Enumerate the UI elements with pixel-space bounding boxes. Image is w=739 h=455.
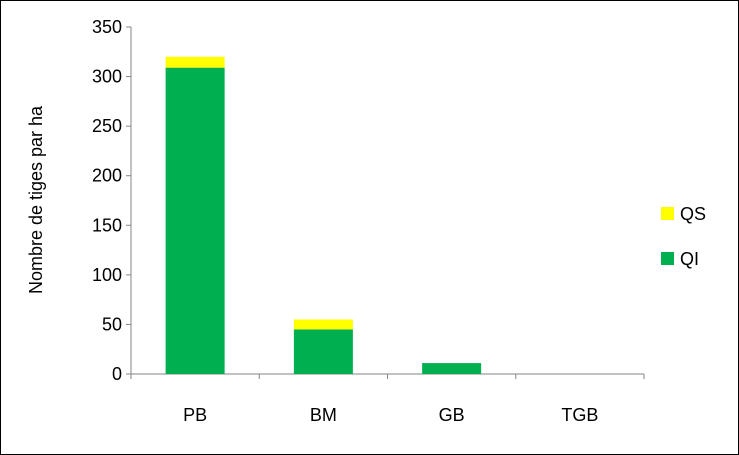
x-tick-label: TGB [561,405,598,425]
legend-label-qi: QI [680,249,699,269]
x-tick-label: GB [439,405,465,425]
y-axis-title: Nombre de tiges par ha [26,105,46,294]
bar-qs-pb [165,56,225,68]
legend: QS QI [661,204,706,269]
y-tick-label: 300 [92,67,122,87]
bar-qi-pb [165,67,225,375]
y-tick-label: 50 [102,314,122,334]
y-tick-label: 350 [92,17,122,37]
y-tick-label: 0 [112,364,122,384]
bars [165,56,482,375]
legend-swatch-qi [661,252,674,265]
bar-qi-gb [422,363,482,374]
x-tick-label: PB [183,405,207,425]
x-ticks: PB BM GB TGB [130,374,645,425]
legend-label-qs: QS [680,204,706,224]
y-ticks: 0 50 100 150 200 250 300 350 [92,17,131,384]
y-tick-label: 100 [92,265,122,285]
bar-qi-bm [293,329,353,374]
y-tick-label: 200 [92,166,122,186]
bar-qs-bm [293,319,353,330]
y-tick-label: 250 [92,116,122,136]
y-tick-label: 150 [92,215,122,235]
x-tick-label: BM [310,405,337,425]
legend-swatch-qs [661,207,674,220]
